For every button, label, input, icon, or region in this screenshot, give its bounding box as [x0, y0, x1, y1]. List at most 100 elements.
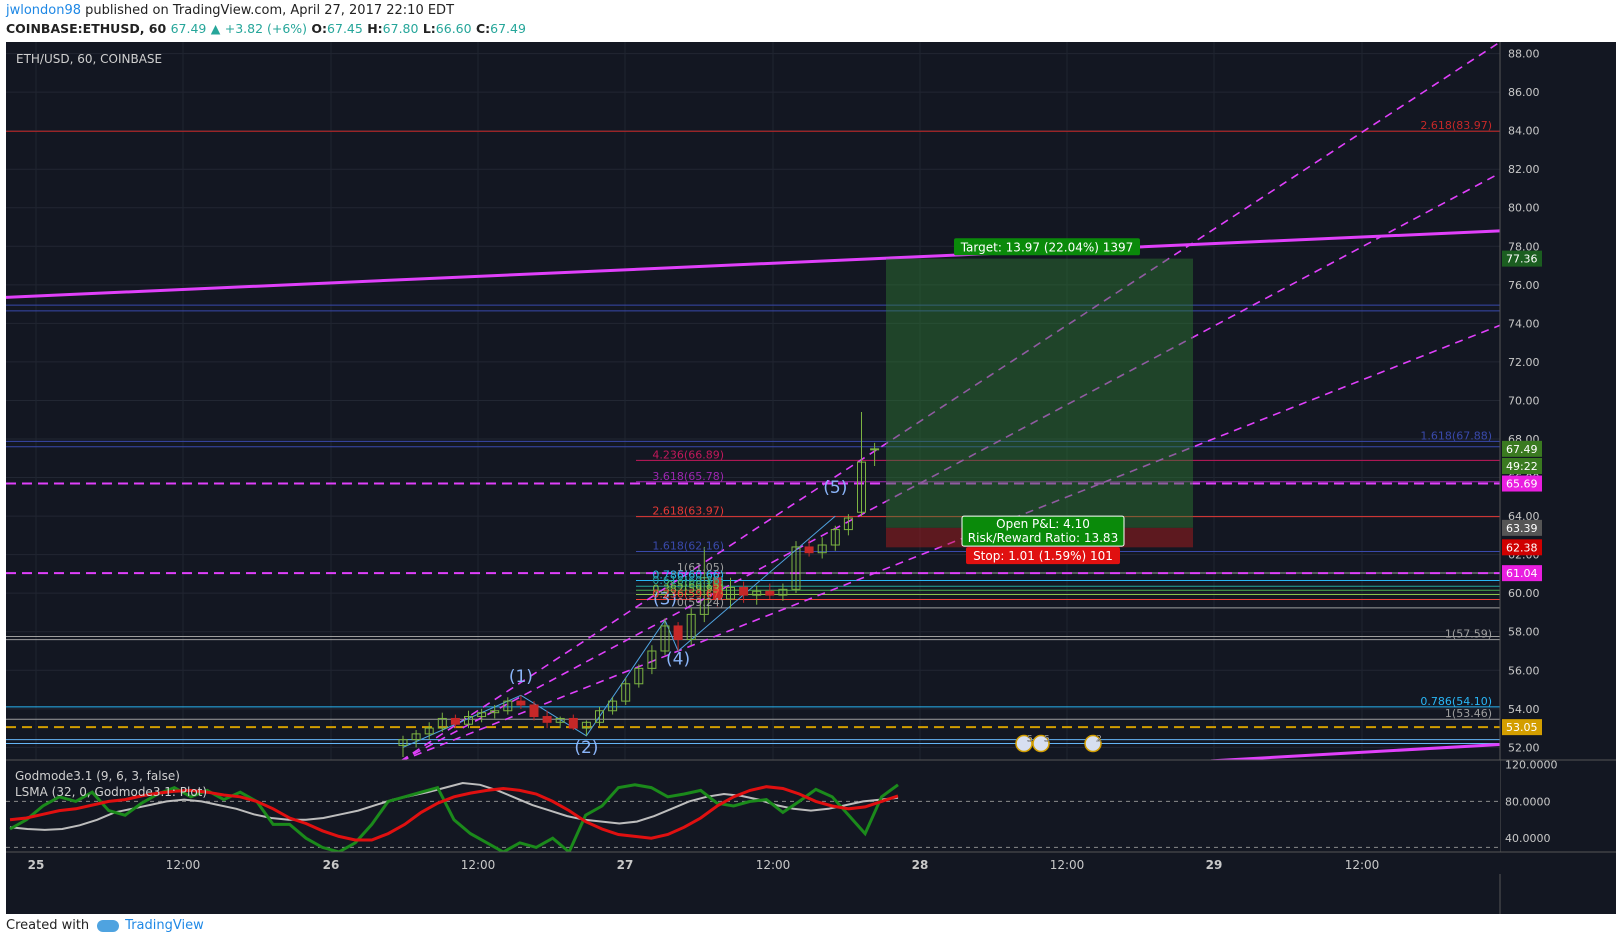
candle-body — [621, 683, 631, 702]
wave-label: (4) — [666, 649, 690, 669]
close-label: C: — [475, 21, 491, 36]
price-badge — [1502, 519, 1542, 536]
price-badge — [1502, 539, 1542, 556]
price-badge-label: 63.39 — [1506, 522, 1538, 535]
price-tick-label: 54.00 — [1508, 703, 1540, 716]
wave-label: (5) — [823, 478, 847, 498]
indicator-bg — [6, 760, 1500, 852]
candle-body — [673, 625, 683, 640]
earnings-event-icon — [1032, 734, 1050, 753]
price-badge-label: 53.05 — [1506, 721, 1538, 734]
price-tick-label: 88.00 — [1508, 48, 1540, 61]
candle-body — [752, 590, 762, 596]
candle-body — [424, 727, 434, 735]
candle-body — [437, 717, 447, 729]
fib-level-label: 4.236(66.89) — [652, 448, 724, 461]
candle-body — [398, 739, 408, 746]
earnings-event-icon — [1084, 734, 1102, 753]
price-badge — [1502, 719, 1542, 736]
magenta-trendline — [6, 229, 1501, 299]
profit-zone — [886, 258, 1193, 528]
indicator-tick-label: 120.0000 — [1505, 759, 1558, 772]
time-tick-label: 12:00 — [461, 858, 496, 872]
candle-body — [726, 586, 735, 600]
target-label: Target: 13.97 (22.04%) 1397 — [960, 240, 1134, 254]
price-axis[interactable]: 88.00 86.00 84.00 82.00 80.00 78.00 76.00 74.00… — [1499, 42, 1616, 914]
event-badge-count: 5 — [1027, 735, 1033, 745]
price-tick-label: 56.00 — [1508, 664, 1540, 677]
price-badge — [1502, 565, 1542, 582]
event-badge-count: 2 — [1096, 735, 1102, 745]
pnl-box — [961, 515, 1125, 547]
tradingview-brand: TradingView — [125, 918, 204, 933]
wave-label: (2) — [574, 738, 598, 758]
magenta-dashed-channel — [400, 324, 1501, 762]
open-value: 67.45 — [327, 21, 363, 36]
publish-header: jwlondon98 published on TradingView.com,… — [6, 3, 454, 18]
tradingview-link[interactable]: TradingView — [97, 918, 204, 933]
candle-body — [686, 613, 696, 640]
fib-level-label: 0.5(60.15) — [666, 578, 724, 591]
candle-body — [699, 577, 709, 615]
price-tick-label: 60.00 — [1508, 587, 1540, 600]
fib-level-label: 0(59.24) — [677, 596, 724, 609]
chart-canvas[interactable]: (1) (2) (3) (4) (5) 5 5 2 2.618(83.97) 1.618(67.… — [6, 42, 1616, 914]
price-tick-label: 74.00 — [1508, 317, 1540, 330]
tradingview-logo-icon — [97, 919, 120, 932]
price-badge-label: 49:22 — [1506, 460, 1538, 473]
indicator-name-2: LSMA (32, 0, Godmode3.1: Plot) — [15, 785, 207, 799]
level-labels: 2.618(83.97) 1.618(67.88) 4.236(66.89) 3.61… — [652, 119, 1492, 720]
candle-body — [490, 710, 500, 714]
created-with-label: Created with — [6, 918, 90, 933]
price-badges: 77.36 67.49 49:22 65.69 63.39 62.38 61.04 53.05 — [1502, 250, 1542, 736]
candle-body — [660, 625, 670, 652]
price-tick-label: 76.00 — [1508, 279, 1540, 292]
fib-level-label: 2.618(63.97) — [652, 505, 724, 518]
candle-body — [411, 733, 421, 741]
pnl-label: Open P&L: 4.10 — [996, 517, 1090, 531]
risk-reward-label: Risk/Reward Ratio: 13.83 — [968, 531, 1118, 545]
indicator-pane[interactable]: 120.0000 80.0000 40.0000 — [6, 759, 1616, 855]
time-tick-label: 12:00 — [1345, 858, 1380, 872]
indicator-tick-label: 40.0000 — [1505, 832, 1551, 845]
candle-body — [555, 717, 565, 723]
price-badge-label: 77.36 — [1506, 253, 1538, 266]
fib-level-label: 0.236(59.67) — [652, 588, 724, 601]
price-tick-label: 84.00 — [1508, 125, 1540, 138]
footer: Created with TradingView — [6, 918, 204, 933]
candle-body — [568, 717, 578, 729]
candle-body — [595, 710, 604, 723]
price-badge-label: 61.04 — [1506, 567, 1538, 580]
candle-body — [516, 700, 526, 706]
price-badge — [1502, 250, 1542, 267]
ohlc-header: COINBASE:ETHUSD, 60 67.49 ▲ +3.82 (+6%) … — [6, 21, 526, 36]
last-price: 67.49 — [170, 21, 207, 36]
long-position-tool[interactable]: Target: 13.97 (22.04%) 1397 Open P&L: 4.1… — [886, 238, 1193, 565]
time-axis[interactable]: 25 12:00 26 12:00 27 12:00 28 12:00 29 12:00 — [6, 851, 1616, 874]
godmode-red-line — [9, 785, 899, 842]
candle-body — [542, 716, 552, 723]
price-tick-label: 80.00 — [1508, 202, 1540, 215]
candle-body — [647, 650, 657, 669]
price-badge-label: 67.49 — [1506, 443, 1538, 456]
price-tick-label: 86.00 — [1508, 86, 1540, 99]
price-tick-label: 58.00 — [1508, 626, 1540, 639]
candle-body — [778, 588, 788, 596]
fib-level-label: 1(53.46) — [1445, 707, 1492, 720]
indicator-name-1: Godmode3.1 (9, 6, 3, false) — [15, 769, 180, 783]
fib-level-label: 0.786(54.10) — [1420, 695, 1492, 708]
stop-label-box — [966, 547, 1120, 565]
magenta-trendline — [1210, 742, 1501, 763]
fib-level-label: 3.618(65.78) — [652, 470, 724, 483]
author-link[interactable]: jwlondon98 — [6, 3, 82, 18]
time-axis-bg — [6, 852, 1616, 874]
time-tick-label: 12:00 — [1050, 858, 1085, 872]
fib-level-label: 1(57.59) — [1445, 628, 1492, 641]
up-arrow-icon: ▲ — [210, 21, 221, 36]
candle-body — [870, 448, 880, 451]
high-label: H: — [367, 21, 383, 36]
price-tick-label: 78.00 — [1508, 240, 1540, 253]
candle-body — [464, 716, 473, 725]
candles — [398, 412, 880, 757]
time-tick-label: 28 — [912, 858, 929, 872]
